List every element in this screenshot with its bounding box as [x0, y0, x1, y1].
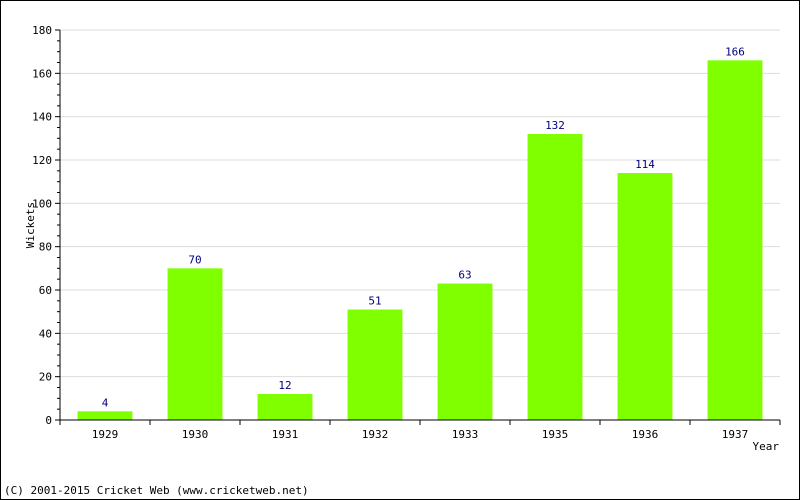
- bar: [77, 411, 133, 420]
- data-label: 51: [368, 295, 381, 308]
- labels: 0 20 40 60 80 100 120 140 160 180 4 1929 70 1930 12 193…: [32, 24, 748, 441]
- bar: [527, 134, 583, 420]
- x-tick-label: 1929: [92, 428, 119, 441]
- y-tick-label: 20: [39, 371, 52, 384]
- data-label: 70: [188, 253, 201, 266]
- x-tick-label: 1931: [272, 428, 299, 441]
- y-tick-label: 140: [32, 111, 52, 124]
- y-tick-label: 120: [32, 154, 52, 167]
- y-tick-label: 60: [39, 284, 52, 297]
- y-tick-label: 80: [39, 241, 52, 254]
- copyright-footer: (C) 2001-2015 Cricket Web (www.cricketwe…: [4, 484, 309, 497]
- y-tick-label: 180: [32, 24, 52, 37]
- data-label: 12: [278, 379, 291, 392]
- bar: [167, 268, 223, 420]
- y-tick-label: 100: [32, 197, 52, 210]
- data-label: 132: [545, 119, 565, 132]
- y-axis-title: Wickets: [24, 202, 37, 248]
- x-tick-label: 1936: [632, 428, 659, 441]
- data-label: 63: [458, 269, 471, 282]
- x-tick-label: 1937: [722, 428, 749, 441]
- y-tick-label: 0: [45, 414, 52, 427]
- y-tick-label: 160: [32, 67, 52, 80]
- x-tick-label: 1935: [542, 428, 569, 441]
- data-label: 4: [102, 396, 109, 409]
- bar: [437, 283, 493, 420]
- x-tick-label: 1930: [182, 428, 209, 441]
- bar: [707, 60, 763, 420]
- bar: [257, 394, 313, 420]
- x-tick-label: 1933: [452, 428, 479, 441]
- bar: [347, 309, 403, 420]
- x-axis-title: Year: [753, 440, 780, 453]
- bar: [617, 173, 673, 420]
- data-label: 114: [635, 158, 655, 171]
- data-label: 166: [725, 45, 745, 58]
- x-tick-label: 1932: [362, 428, 389, 441]
- axes: [55, 29, 781, 425]
- bars: [77, 60, 763, 420]
- y-tick-label: 40: [39, 327, 52, 340]
